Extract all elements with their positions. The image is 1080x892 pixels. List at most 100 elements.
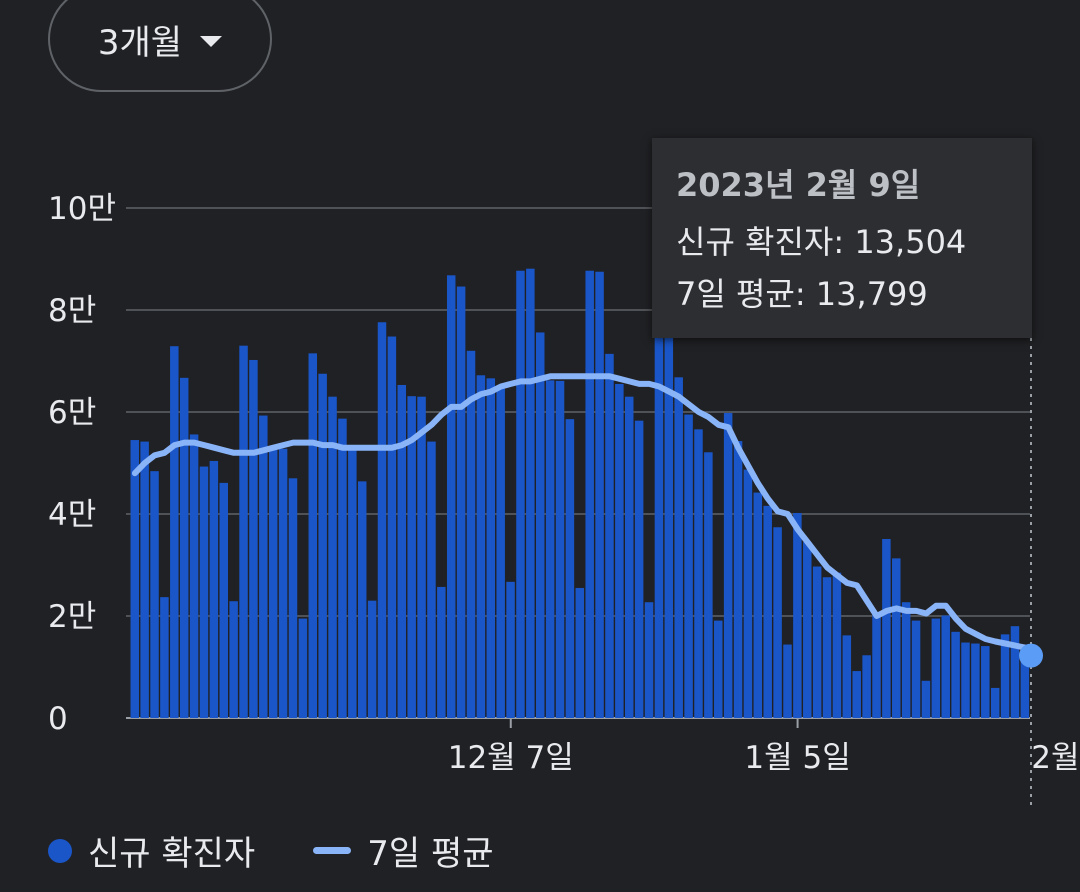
bar[interactable] [466, 350, 476, 718]
bar[interactable] [318, 373, 327, 718]
range-selector-button[interactable]: 3개월 [48, 0, 272, 92]
bar[interactable] [526, 268, 535, 718]
bar[interactable] [268, 449, 278, 718]
bar[interactable] [278, 448, 288, 718]
bar[interactable] [733, 441, 743, 718]
bar[interactable] [535, 332, 545, 718]
bar[interactable] [961, 642, 970, 718]
bar[interactable] [664, 295, 674, 718]
bar[interactable] [832, 572, 842, 718]
bar[interactable] [882, 538, 891, 718]
bar[interactable] [357, 481, 367, 718]
bar[interactable] [654, 275, 664, 718]
bar[interactable] [793, 512, 802, 718]
bar[interactable] [921, 680, 931, 718]
bar[interactable] [565, 419, 575, 718]
hover-point[interactable] [1019, 643, 1043, 668]
bar[interactable] [219, 482, 229, 718]
y-tick-label: 4만 [48, 497, 96, 533]
bar[interactable] [160, 597, 169, 718]
bar[interactable] [496, 387, 505, 718]
bar[interactable] [941, 615, 950, 718]
bar[interactable] [753, 492, 763, 718]
bar[interactable] [981, 646, 990, 718]
bar[interactable] [723, 413, 733, 718]
bar[interactable] [545, 380, 555, 718]
bar[interactable] [773, 527, 782, 718]
bar[interactable] [328, 396, 337, 718]
bar[interactable] [605, 353, 614, 718]
bar[interactable] [170, 346, 179, 718]
bar[interactable] [783, 644, 792, 718]
bar[interactable] [595, 271, 604, 718]
bar[interactable] [575, 587, 585, 718]
bar[interactable] [852, 671, 861, 718]
bar[interactable] [189, 434, 199, 718]
bar[interactable] [387, 336, 397, 718]
bar[interactable] [615, 383, 624, 718]
bar[interactable] [1010, 626, 1020, 718]
bar[interactable] [417, 396, 426, 718]
bar[interactable] [674, 377, 683, 718]
bar[interactable] [822, 577, 832, 718]
bar[interactable] [377, 322, 387, 718]
bar[interactable] [150, 471, 159, 718]
bar[interactable] [812, 566, 822, 718]
bar[interactable] [803, 542, 812, 718]
bar[interactable] [308, 353, 318, 718]
bar[interactable] [456, 286, 466, 718]
bar[interactable] [555, 380, 565, 718]
bar[interactable] [367, 600, 377, 718]
bar[interactable] [199, 466, 209, 718]
bar[interactable] [140, 441, 149, 718]
bar[interactable] [862, 655, 871, 718]
bar[interactable] [506, 581, 515, 718]
bar[interactable] [427, 441, 436, 718]
bar[interactable] [704, 452, 713, 718]
bar[interactable] [516, 270, 525, 718]
bar[interactable] [338, 418, 347, 718]
bar[interactable] [743, 469, 753, 718]
bar[interactable] [625, 396, 634, 718]
bar[interactable] [130, 440, 139, 718]
bar[interactable] [1000, 634, 1010, 718]
bar[interactable] [298, 618, 308, 718]
x-tick-label: 12월 7일 [448, 740, 574, 776]
bar[interactable] [951, 631, 960, 718]
bar[interactable] [990, 687, 1000, 718]
bar[interactable] [249, 359, 258, 718]
bar[interactable] [209, 460, 219, 718]
bar[interactable] [644, 602, 654, 718]
bar[interactable] [931, 618, 941, 718]
bar[interactable] [694, 429, 703, 718]
bar[interactable] [229, 601, 238, 718]
bar[interactable] [348, 450, 357, 718]
bar[interactable] [486, 378, 496, 718]
bar[interactable] [892, 558, 901, 718]
bar[interactable] [446, 275, 456, 718]
legend: 신규 확진자 7일 평균 [48, 826, 552, 875]
bar[interactable] [288, 478, 298, 718]
legend-item-cases[interactable]: 신규 확진자 [48, 826, 255, 875]
bar[interactable] [872, 613, 881, 718]
bar[interactable] [585, 270, 594, 718]
bar[interactable] [714, 620, 723, 718]
bar[interactable] [179, 377, 189, 718]
bar[interactable] [259, 415, 268, 718]
bar[interactable] [763, 505, 772, 718]
x-tick-label: 2월 3일 [1031, 740, 1080, 776]
bar[interactable] [901, 602, 911, 718]
bar[interactable] [971, 643, 980, 718]
bar[interactable] [634, 420, 644, 718]
bar[interactable] [842, 635, 852, 718]
bar[interactable] [684, 414, 693, 718]
bar[interactable] [476, 375, 486, 718]
bar[interactable] [397, 384, 407, 718]
bar[interactable] [437, 586, 446, 718]
bar[interactable] [911, 620, 921, 718]
legend-item-average[interactable]: 7일 평균 [313, 826, 494, 875]
bar[interactable] [239, 345, 248, 718]
bar[interactable] [1020, 649, 1030, 718]
bar[interactable] [407, 396, 416, 718]
